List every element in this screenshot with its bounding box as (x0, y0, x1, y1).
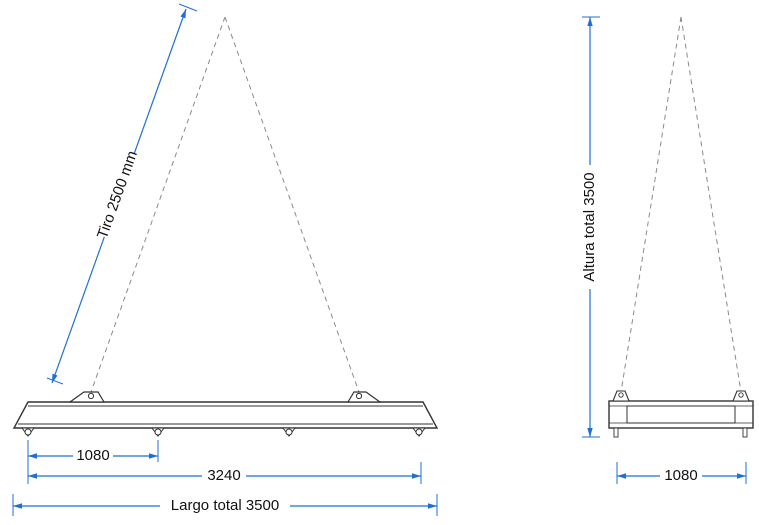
side-view: Tiro 2500 mm 1080 3240 Largo total 3500 (12, 3, 439, 516)
top-lug-right (346, 391, 382, 403)
dimension-end-width: 1080 (616, 462, 747, 485)
sling-length-label: Tiro 2500 mm (94, 149, 141, 241)
end-width-label: 1080 (664, 467, 697, 484)
sling-lines (90, 16, 360, 393)
overall-height-label: Altura total 3500 (581, 172, 598, 281)
dimension-sling-length: Tiro 2500 mm (46, 3, 198, 385)
end-lug-right (732, 390, 750, 402)
bottom-lug (412, 427, 426, 437)
spreader-beam (12, 401, 439, 429)
extension-line (178, 3, 198, 12)
bottom-lug (151, 427, 165, 437)
dimension-overall-height: Altura total 3500 (581, 16, 600, 438)
overall-length-label: Largo total 3500 (171, 497, 279, 514)
bottom-lug (282, 427, 296, 437)
bottom-lugs (21, 427, 426, 437)
sling-lines (620, 16, 742, 393)
beam-end-section (608, 400, 754, 429)
bottom-lug (21, 427, 35, 437)
sling-left (620, 16, 682, 393)
end-bottom-hooks (613, 427, 748, 438)
beam-outline (12, 401, 439, 429)
lug-spacing-label: 1080 (76, 447, 109, 464)
beam-span-label: 3240 (207, 467, 240, 484)
sling-right (680, 16, 742, 393)
dimension-beam-span: 3240 (27, 462, 422, 485)
extension-line (46, 377, 64, 385)
dimension-lug-spacing: 1080 (27, 440, 159, 465)
sling-right (224, 16, 360, 393)
dimension-overall-length: Largo total 3500 (12, 494, 438, 516)
end-lug-left (612, 390, 630, 402)
top-lug-left (68, 391, 106, 403)
end-view: Altura total 3500 1080 (581, 16, 754, 485)
